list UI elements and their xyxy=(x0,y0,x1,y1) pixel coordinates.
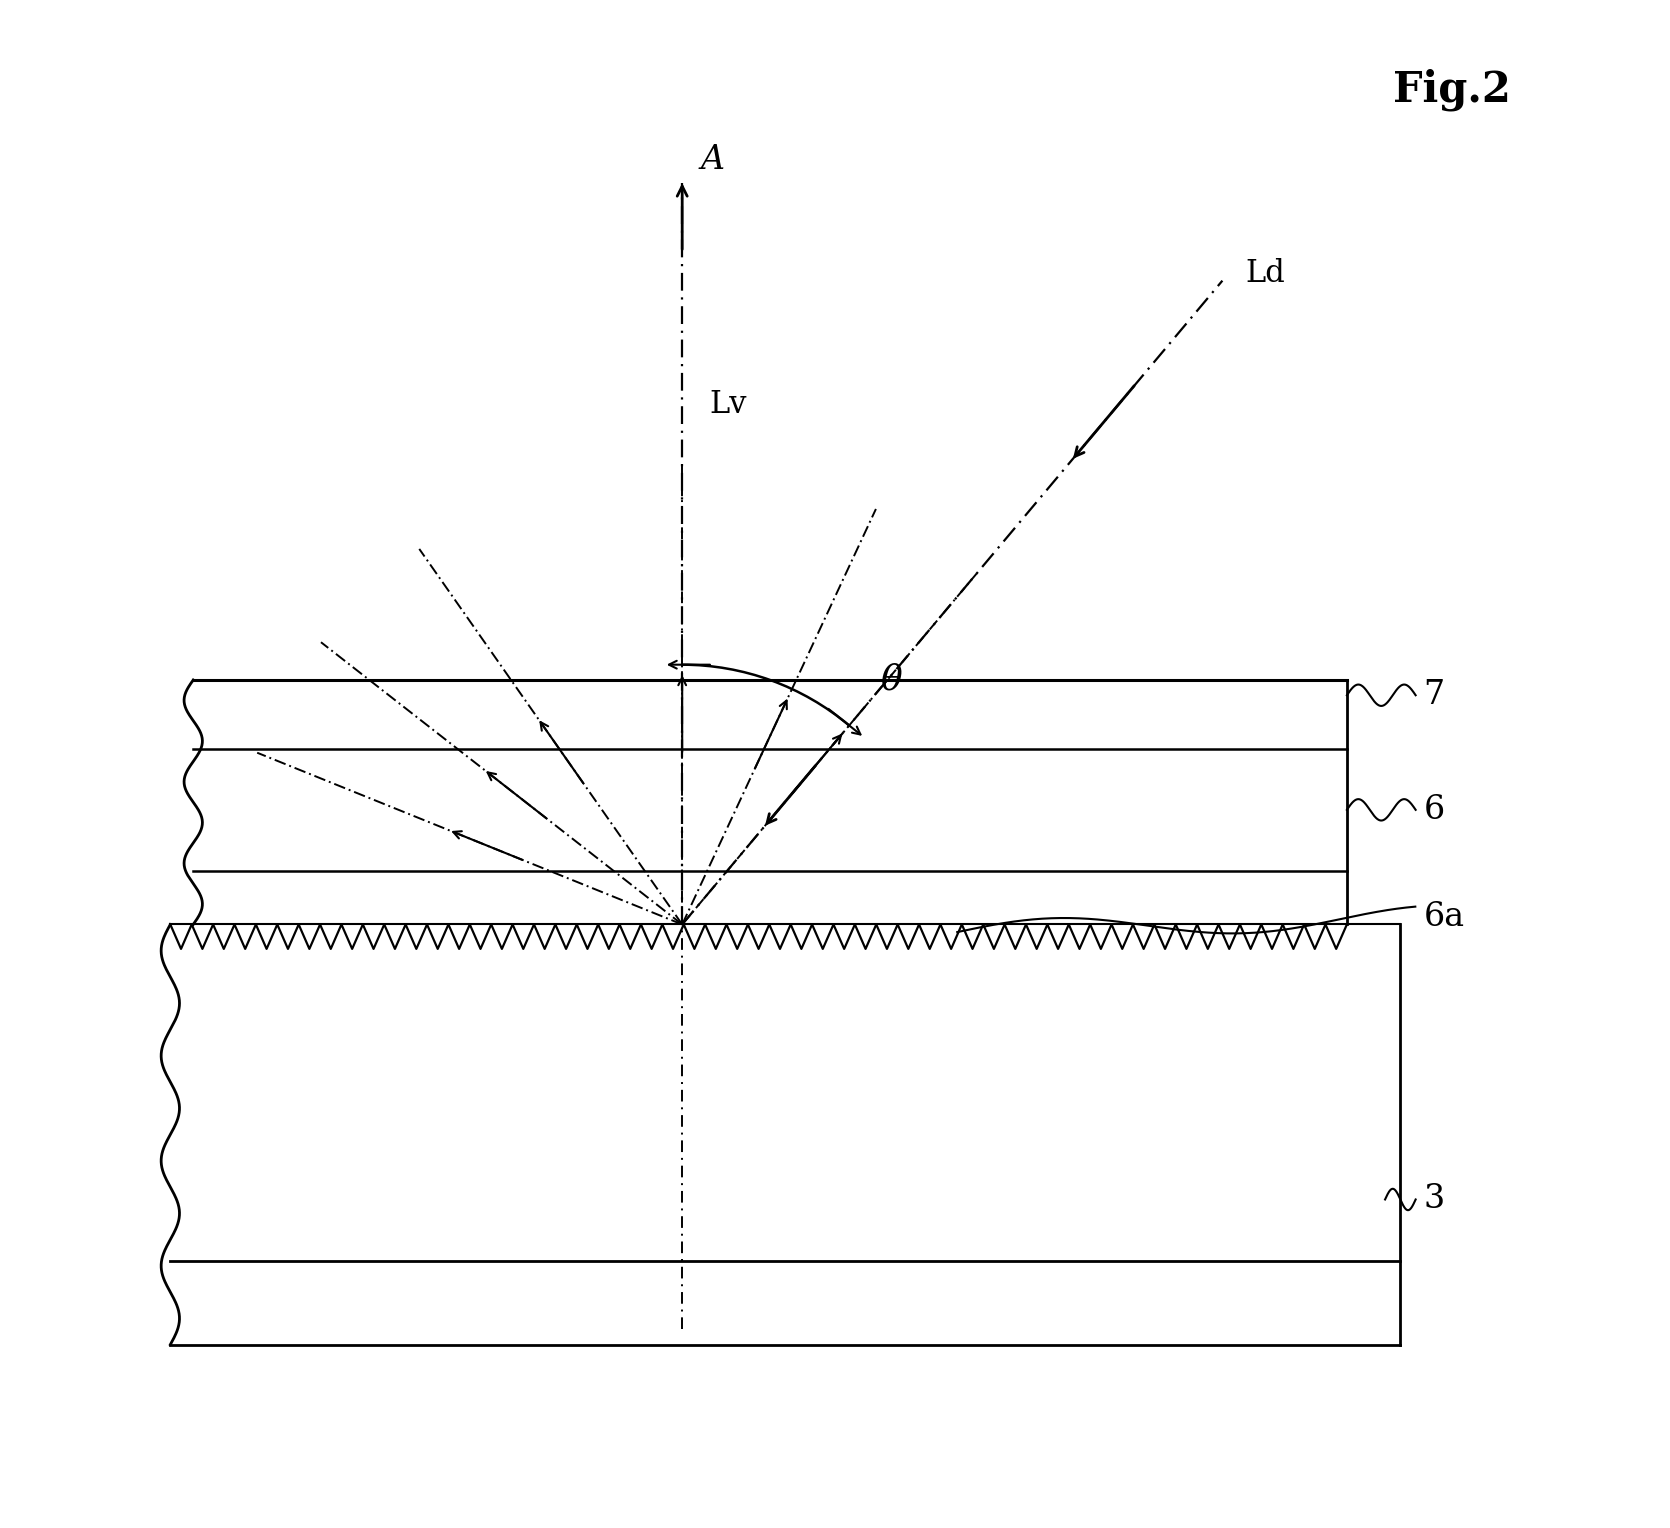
Text: 6: 6 xyxy=(1423,795,1445,825)
Text: Fig.2: Fig.2 xyxy=(1393,69,1511,112)
Text: Ld: Ld xyxy=(1246,258,1286,289)
Text: A: A xyxy=(700,144,725,176)
Text: 3: 3 xyxy=(1423,1184,1445,1215)
Text: θ: θ xyxy=(880,663,902,697)
Text: 7: 7 xyxy=(1423,680,1445,711)
Text: Lv: Lv xyxy=(710,390,746,420)
Text: 6a: 6a xyxy=(1423,902,1465,932)
